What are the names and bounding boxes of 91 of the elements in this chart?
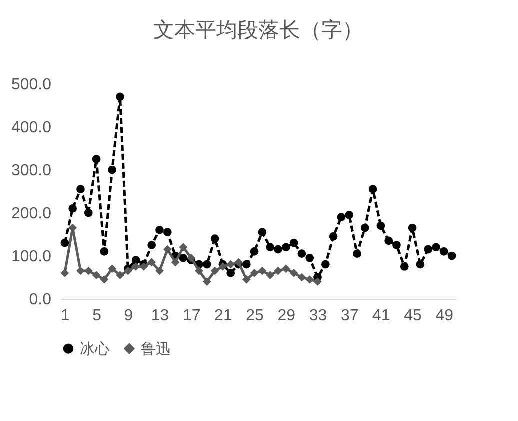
point: [76, 185, 85, 194]
point: [179, 254, 188, 262]
point: [148, 258, 156, 267]
point: [440, 248, 448, 256]
chart-title: 文本平均段落长（字）: [154, 18, 364, 42]
point: [250, 248, 259, 256]
y-tick-label: 300.0: [11, 162, 52, 180]
point: [242, 275, 251, 284]
point: [100, 275, 109, 284]
point: [84, 208, 93, 218]
point: [108, 166, 117, 174]
y-tick-label: 400.0: [11, 120, 52, 136]
point: [156, 266, 164, 276]
point: [108, 264, 117, 274]
point: [282, 264, 290, 274]
x-tick-label: 41: [372, 308, 390, 324]
point: [368, 185, 378, 194]
point: [400, 262, 409, 271]
point: [218, 262, 228, 271]
point: [179, 243, 188, 252]
point: [100, 248, 109, 256]
point: [68, 204, 78, 213]
point: [298, 250, 306, 258]
point: [195, 266, 204, 276]
point: [266, 243, 275, 252]
point: [132, 256, 140, 264]
x-tick-label: 13: [151, 308, 170, 324]
point: [337, 213, 346, 222]
point: [448, 252, 456, 260]
point: [187, 254, 196, 262]
point: [116, 271, 124, 280]
point: [210, 266, 220, 276]
point: [202, 278, 212, 286]
x-tick-label: 29: [278, 308, 296, 324]
x-tick-label: 1: [60, 308, 70, 324]
point: [360, 224, 370, 232]
legend-label: 冰心: [80, 340, 110, 358]
point: [274, 266, 282, 276]
x-tick-label: 17: [182, 308, 201, 324]
point: [163, 245, 172, 254]
point: [92, 155, 101, 164]
point: [314, 278, 322, 286]
point: [202, 260, 212, 269]
point: [282, 243, 290, 252]
point: [274, 245, 282, 254]
point: [416, 260, 425, 269]
point: [76, 266, 85, 276]
point: [408, 224, 417, 232]
point: [171, 258, 180, 267]
point: [226, 260, 236, 269]
point: [156, 226, 164, 234]
point: [290, 238, 298, 248]
point: [290, 269, 298, 278]
point: [116, 92, 124, 102]
point: [424, 245, 433, 254]
point: [163, 228, 172, 237]
point: [384, 236, 394, 246]
point: [226, 269, 236, 278]
point: [392, 241, 401, 250]
y-tick-label: 500.0: [11, 76, 52, 94]
x-tick-label: 25: [246, 308, 264, 324]
point: [242, 260, 251, 269]
y-tick-label: 200.0: [11, 206, 52, 222]
point: [298, 273, 306, 282]
point: [353, 250, 362, 258]
x-tick-label: 21: [214, 308, 232, 324]
x-tick-label: 5: [92, 308, 102, 324]
y-tick-label: 0.0: [29, 292, 52, 308]
y-tick-label: 100.0: [11, 248, 52, 266]
legend-label: 鲁迅: [141, 340, 171, 358]
point: [148, 241, 156, 250]
point: [60, 238, 70, 248]
point: [345, 210, 354, 220]
point: [306, 254, 314, 262]
point: [210, 234, 220, 243]
point: [376, 222, 386, 230]
point: [250, 269, 259, 278]
point: [306, 275, 314, 284]
point: [321, 260, 330, 269]
x-tick-label: 33: [309, 308, 328, 324]
x-tick-label: 37: [340, 308, 359, 324]
x-tick-label: 9: [124, 308, 134, 324]
point: [258, 228, 267, 237]
point: [60, 269, 70, 278]
point: [329, 232, 338, 241]
x-tick-label: 49: [436, 308, 454, 324]
x-tick-label: 45: [404, 308, 422, 324]
point: [432, 243, 440, 252]
point: [258, 266, 267, 276]
point: [92, 271, 101, 280]
point: [266, 271, 275, 280]
